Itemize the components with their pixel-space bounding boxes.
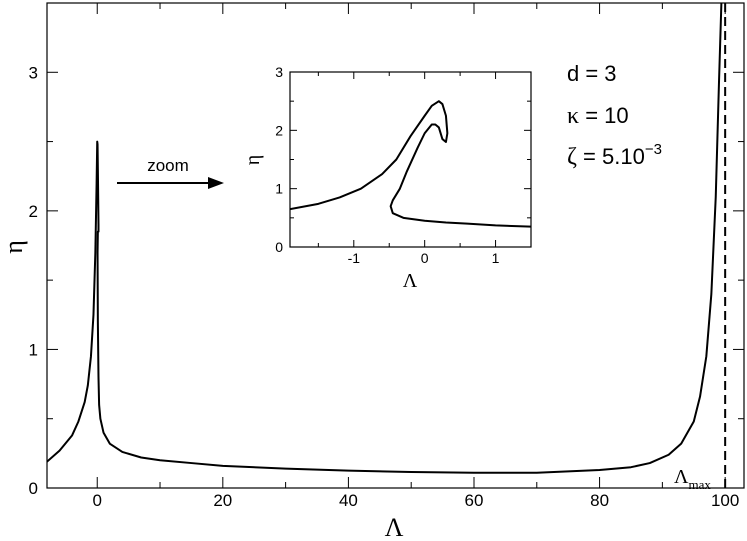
x-tick-label: 0 [92,491,101,510]
y-tick-label: 2 [29,202,38,221]
x-tick-label: 40 [339,491,358,510]
y-tick-label: 3 [29,63,38,82]
x-tick-label: 80 [590,491,609,510]
main-x-axis-title: Λ [385,513,404,541]
y-tick-label: 0 [275,239,283,255]
inset-x-axis-title: Λ [403,270,418,292]
param-kappa: κ = 10 [567,103,629,129]
y-tick-label: 1 [275,181,283,197]
main-y-axis-title: η [0,240,28,254]
param-d: d = 3 [567,61,617,86]
inset-y-axis-title: η [242,155,264,165]
param-zeta: ζ = 5.10−3 [567,141,662,170]
y-tick-label: 1 [29,340,38,359]
x-tick-label: 60 [465,491,484,510]
zoom-label: zoom [147,156,189,175]
x-tick-label: 20 [213,491,232,510]
zoom-arrow [117,177,224,189]
inset-plot-frame [289,71,532,248]
x-tick-label: 1 [492,250,500,266]
main-plot-frame [46,2,745,489]
series-line [47,3,723,474]
lambda-max-label: Λmax [674,466,711,492]
series-line [290,100,531,228]
y-tick-label: 2 [275,122,283,138]
x-tick-label: -1 [348,250,361,266]
y-tick-label: 0 [29,479,38,498]
x-tick-label: 100 [711,491,739,510]
inset-chart: -1 0 1 0 1 2 3 Λ η [242,64,532,292]
y-tick-label: 3 [275,64,283,80]
x-tick-label: 0 [421,250,429,266]
